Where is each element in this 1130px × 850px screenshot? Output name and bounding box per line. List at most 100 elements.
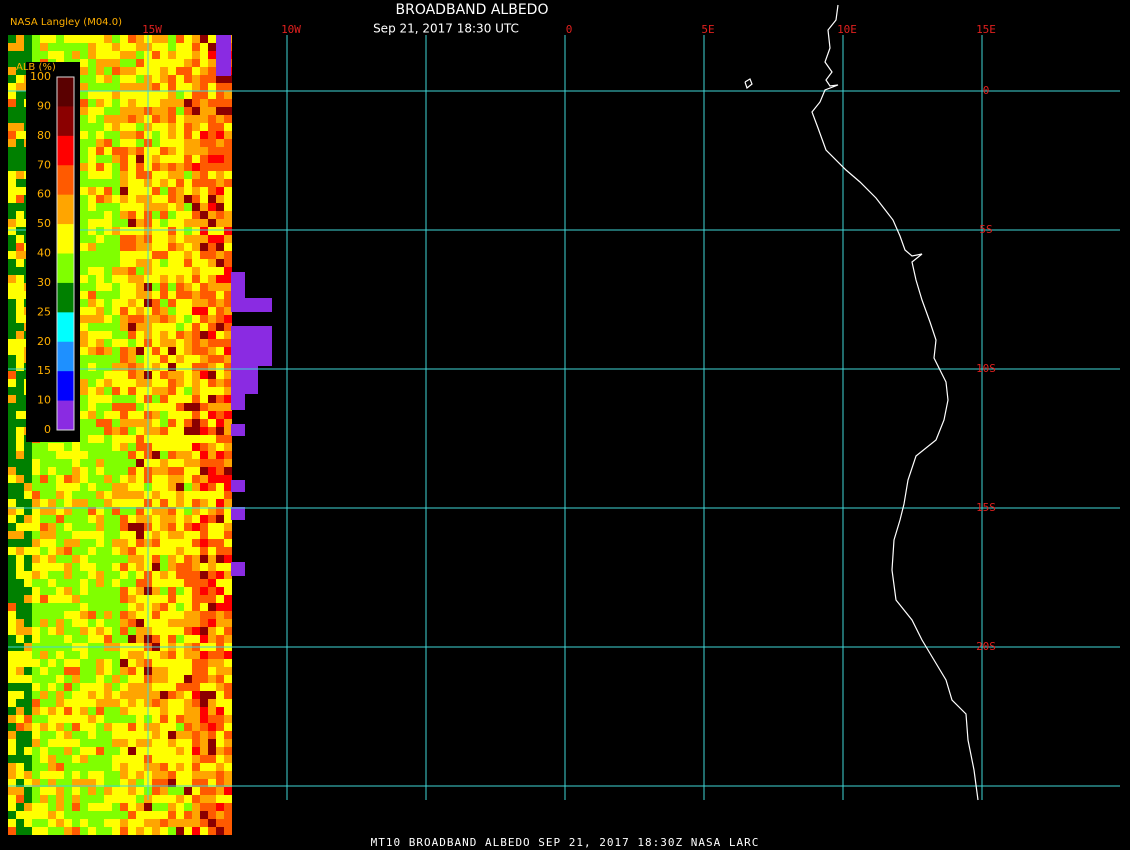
swath-cell xyxy=(80,379,88,387)
swath-cell xyxy=(88,451,96,459)
swath-cell xyxy=(88,267,96,275)
swath-cell xyxy=(16,539,24,547)
swath-cell xyxy=(112,379,120,387)
swath-cell xyxy=(104,331,112,339)
swath-cell xyxy=(32,755,40,763)
swath-cell xyxy=(128,667,136,675)
swath-cell xyxy=(160,387,168,395)
swath-cell xyxy=(80,59,88,67)
swath-cell xyxy=(224,355,232,363)
colorbar-swatch xyxy=(57,282,74,313)
swath-cell xyxy=(168,155,176,163)
swath-cell xyxy=(200,475,208,483)
swath-cell xyxy=(32,659,40,667)
swath-cell xyxy=(200,515,208,523)
swath-cell xyxy=(120,683,128,691)
swath-cell xyxy=(40,587,48,595)
swath-cell xyxy=(192,123,200,131)
swath-cell xyxy=(192,203,200,211)
swath-cell xyxy=(72,635,80,643)
swath-cell xyxy=(96,83,104,91)
swath-cell xyxy=(208,347,216,355)
swath-cell xyxy=(208,163,216,171)
swath-cell xyxy=(120,811,128,819)
swath-cell xyxy=(80,227,88,235)
coastline xyxy=(811,4,979,801)
swath-cell xyxy=(72,651,80,659)
swath-cell xyxy=(184,571,192,579)
swath-cell xyxy=(208,283,216,291)
swath-cell xyxy=(136,803,144,811)
swath-cell xyxy=(72,587,80,595)
swath-cell xyxy=(176,51,184,59)
swath-cell xyxy=(192,179,200,187)
swath-cell xyxy=(72,595,80,603)
swath-cell xyxy=(160,283,168,291)
swath-cell xyxy=(16,475,24,483)
swath-cell xyxy=(96,235,104,243)
swath-cell xyxy=(112,107,120,115)
swath-cell xyxy=(104,307,112,315)
swath-cell xyxy=(96,795,104,803)
swath-cell xyxy=(160,595,168,603)
swath-cell xyxy=(136,155,144,163)
swath-cell xyxy=(128,731,136,739)
swath-cell xyxy=(120,331,128,339)
swath-cell xyxy=(80,219,88,227)
swath-cell xyxy=(88,483,96,491)
swath-cell xyxy=(160,227,168,235)
swath-cell xyxy=(160,35,168,43)
swath-cell xyxy=(208,187,216,195)
swath-cell xyxy=(136,179,144,187)
swath-cell xyxy=(192,483,200,491)
swath-cell xyxy=(200,211,208,219)
swath-cell xyxy=(120,363,128,371)
swath-cell xyxy=(24,659,32,667)
swath-cell xyxy=(120,659,128,667)
swath-cell xyxy=(184,595,192,603)
swath-cell xyxy=(104,427,112,435)
swath-cell xyxy=(224,411,232,419)
swath-cell xyxy=(112,347,120,355)
swath-cell xyxy=(128,531,136,539)
swath-cell xyxy=(168,563,176,571)
swath-cell xyxy=(208,267,216,275)
swath-cell xyxy=(48,811,56,819)
swath-cell xyxy=(136,275,144,283)
swath-cell xyxy=(224,211,232,219)
swath-cell xyxy=(128,659,136,667)
swath-cell xyxy=(88,675,96,683)
swath-cell xyxy=(112,667,120,675)
swath-cell xyxy=(32,675,40,683)
swath-cell xyxy=(8,107,16,115)
swath-cell xyxy=(152,675,160,683)
swath-cell xyxy=(160,827,168,835)
swath-cell xyxy=(176,683,184,691)
swath-cell xyxy=(88,715,96,723)
swath-cell xyxy=(40,579,48,587)
swath-cell xyxy=(216,555,224,563)
swath-cell xyxy=(224,155,232,163)
swath-cell xyxy=(16,315,24,323)
swath-cell xyxy=(176,283,184,291)
swath-cell xyxy=(176,467,184,475)
swath-cell xyxy=(120,419,128,427)
swath-cell xyxy=(200,771,208,779)
swath-cell xyxy=(120,427,128,435)
lon-label: 10E xyxy=(837,23,857,36)
swath-cell xyxy=(104,779,112,787)
swath-cell xyxy=(80,659,88,667)
swath-cell xyxy=(208,587,216,595)
swath-cell xyxy=(40,779,48,787)
swath-cell xyxy=(120,779,128,787)
swath-cell xyxy=(112,435,120,443)
swath-cell xyxy=(96,123,104,131)
swath-cell xyxy=(32,635,40,643)
swath-cell xyxy=(136,379,144,387)
swath-cell xyxy=(48,507,56,515)
swath-cell xyxy=(80,259,88,267)
swath-cell xyxy=(192,667,200,675)
swath-cell xyxy=(200,291,208,299)
swath-cell xyxy=(136,83,144,91)
swath-cell xyxy=(176,547,184,555)
